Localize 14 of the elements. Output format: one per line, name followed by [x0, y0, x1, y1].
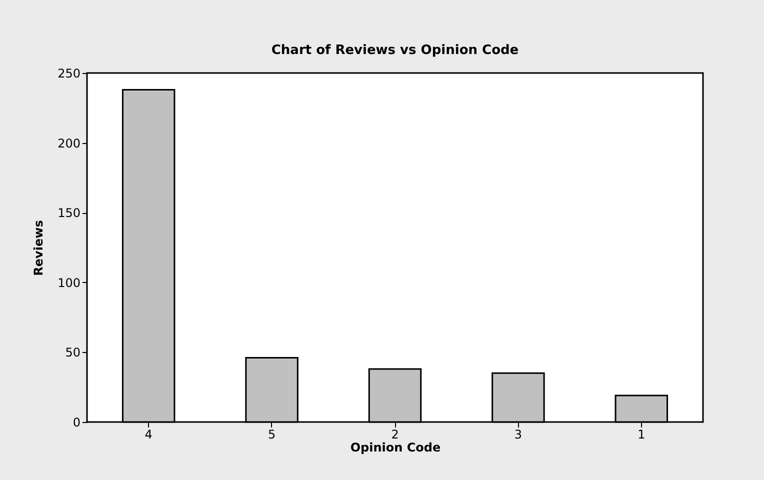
- x-tick-label: 4: [144, 428, 152, 442]
- x-axis-title: Opinion Code: [350, 440, 441, 454]
- y-tick-label: 0: [72, 416, 80, 430]
- y-tick-label: 200: [58, 136, 80, 150]
- x-tick-label: 1: [638, 428, 646, 442]
- chart-title: Chart of Reviews vs Opinion Code: [271, 43, 519, 58]
- y-tick-label: 150: [58, 206, 80, 220]
- y-tick-label: 250: [58, 66, 80, 80]
- y-axis-title: Reviews: [32, 220, 46, 276]
- x-tick-label: 5: [268, 428, 276, 442]
- y-tick-label: 100: [58, 276, 80, 290]
- y-tick-label: 50: [65, 346, 80, 360]
- x-tick-label: 2: [391, 428, 399, 442]
- x-tick-label: 3: [514, 428, 522, 442]
